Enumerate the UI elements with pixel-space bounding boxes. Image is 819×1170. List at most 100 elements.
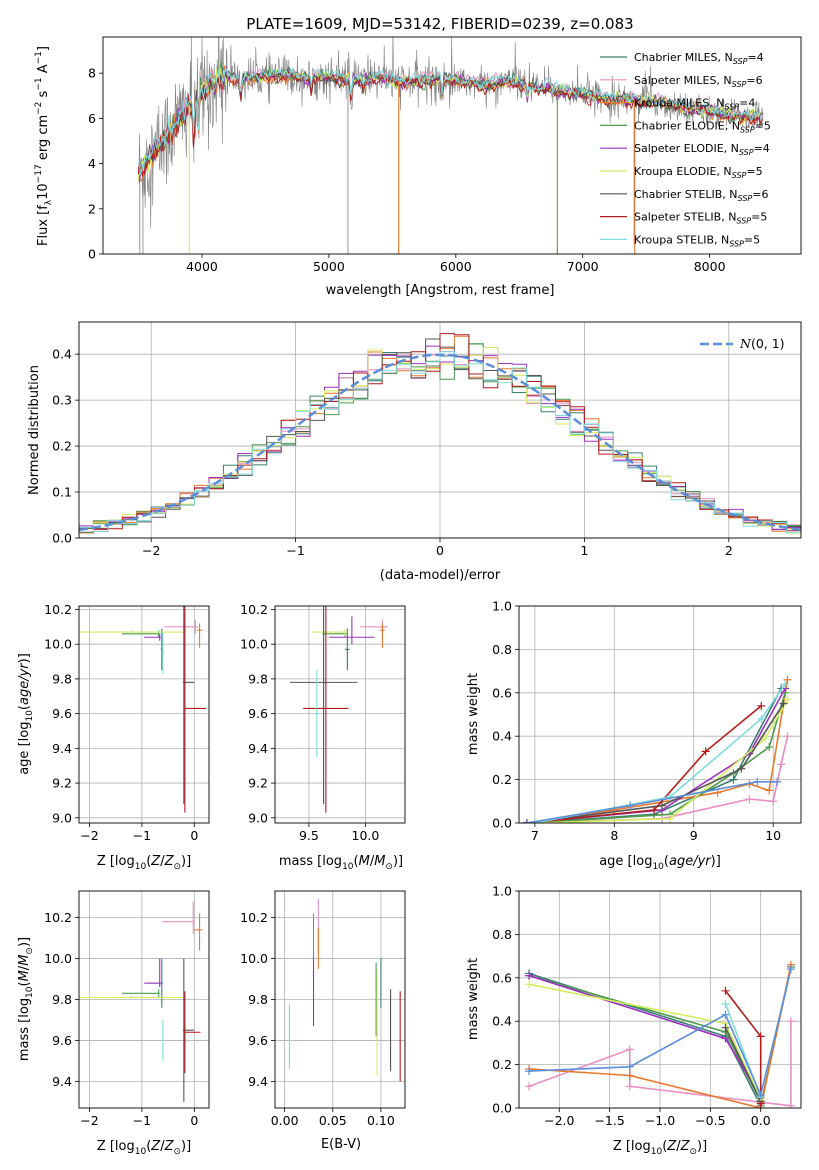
weight-marker bbox=[625, 1045, 634, 1054]
x-tick-label: 0 bbox=[190, 1113, 198, 1128]
legend-label: Chabrier MILES, NSSP=4 bbox=[634, 51, 764, 66]
y-tick-label: 9.8 bbox=[52, 992, 72, 1007]
x-tick-label: 2 bbox=[725, 543, 733, 558]
y-tick-label: 0.8 bbox=[492, 642, 512, 657]
weight-marker bbox=[657, 801, 666, 810]
weight-marker bbox=[721, 999, 730, 1008]
weight-marker bbox=[721, 1034, 730, 1043]
axis-decorations: −2.0 −1.5 −1.0 −0.5 0.0 0.0 0.2 0.4 0.6 0.8 1.0 Z [… bbox=[466, 884, 802, 1157]
y-tick-label: 10.0 bbox=[240, 637, 268, 652]
y-tick-label: 9.4 bbox=[52, 741, 72, 756]
y-tick-label: 9.4 bbox=[248, 741, 268, 756]
y-tick-label: 9.0 bbox=[248, 810, 268, 825]
histogram-line bbox=[79, 351, 801, 534]
weight-marker bbox=[756, 1032, 765, 1041]
y-tick-label: 0 bbox=[88, 247, 96, 262]
x-tick-label: −1.0 bbox=[645, 1113, 675, 1128]
figure-title: PLATE=1609, MJD=53142, FIBERID=0239, z=0… bbox=[246, 15, 633, 33]
weight-marker bbox=[525, 971, 534, 980]
legend-label: Chabrier STELIB, NSSP=6 bbox=[634, 188, 768, 203]
axes-frame bbox=[78, 605, 210, 824]
y-tick-label: 9.8 bbox=[248, 992, 268, 1007]
plot-area bbox=[79, 333, 801, 534]
y-tick-label: 0.6 bbox=[492, 970, 512, 985]
weight-marker bbox=[765, 786, 774, 795]
axes-frame bbox=[102, 36, 802, 255]
axis-decorations: 7 8 9 10 0.0 0.2 0.4 0.6 0.8 1.0 age [log10(age/yr… bbox=[466, 599, 802, 872]
axes-age-vs-Z: −2 −1 0 9.0 9.2 9.4 9.6 9.8 10.0 10.2 Z [log10(Z/Z… bbox=[17, 602, 210, 872]
x-tick-label: 1 bbox=[580, 543, 588, 558]
x-axis-label: mass [log10(M/M⊙)] bbox=[279, 854, 403, 872]
plot-area bbox=[522, 675, 792, 823]
weight-marker bbox=[737, 764, 746, 773]
weight-marker bbox=[625, 1071, 634, 1080]
weight-marker bbox=[721, 986, 730, 995]
x-tick-label: 7 bbox=[531, 828, 539, 843]
weight-marker bbox=[753, 777, 762, 786]
x-tick-label: 0.00 bbox=[271, 1113, 299, 1128]
weight-marker bbox=[786, 965, 795, 974]
x-tick-label: −1 bbox=[133, 828, 151, 843]
y-tick-label: 9.6 bbox=[248, 1033, 268, 1048]
y-tick-label: 9.2 bbox=[248, 776, 268, 791]
weight-marker bbox=[761, 734, 770, 743]
weight-marker bbox=[701, 747, 710, 756]
x-tick-label: −0.5 bbox=[695, 1113, 725, 1128]
weight-marker bbox=[525, 1067, 534, 1076]
histogram-legend: N(0, 1) bbox=[700, 336, 785, 351]
y-tick-label: 4 bbox=[88, 156, 96, 171]
weight-marker bbox=[756, 1090, 765, 1099]
weight-line bbox=[526, 679, 789, 823]
weight-marker bbox=[777, 760, 786, 769]
x-axis-label: Z [log10(Z/Z⊙)] bbox=[97, 854, 191, 872]
legend-label: Salpeter STELIB, NSSP=5 bbox=[634, 211, 767, 226]
weight-marker bbox=[781, 680, 790, 689]
plot-area bbox=[138, 37, 764, 254]
x-tick-label: −2 bbox=[80, 828, 98, 843]
legend-label: Kroupa ELODIE, NSSP=5 bbox=[634, 165, 763, 180]
y-tick-label: 9.8 bbox=[248, 671, 268, 686]
weight-line bbox=[526, 705, 762, 823]
x-tick-label: −1.5 bbox=[594, 1113, 624, 1128]
y-axis-label: Flux [fλ10−17 erg cm−2 s−1 A−1] bbox=[34, 46, 54, 246]
y-tick-label: 9.4 bbox=[52, 1074, 72, 1089]
y-tick-label: 0.2 bbox=[492, 1057, 512, 1072]
x-tick-label: 10 bbox=[765, 828, 781, 843]
weight-marker bbox=[721, 1023, 730, 1032]
weight-marker bbox=[650, 805, 659, 814]
spectrum-legend: Chabrier MILES, NSSP=4 Salpeter MILES, NS… bbox=[600, 51, 771, 248]
y-tick-label: 0.0 bbox=[492, 1101, 512, 1116]
y-tick-label: 9.6 bbox=[52, 1033, 72, 1048]
x-tick-label: 7000 bbox=[567, 259, 599, 274]
x-tick-label: 0 bbox=[190, 828, 198, 843]
legend-label: Salpeter MILES, NSSP=6 bbox=[634, 74, 763, 89]
plot-area bbox=[289, 606, 389, 813]
y-tick-label: 2 bbox=[88, 201, 96, 216]
weight-marker bbox=[769, 797, 778, 806]
y-tick-label: 0.8 bbox=[492, 927, 512, 942]
y-tick-label: 6 bbox=[88, 111, 96, 126]
x-tick-label: −2 bbox=[142, 543, 160, 558]
weight-marker bbox=[522, 819, 531, 823]
y-tick-label: 10.0 bbox=[240, 951, 268, 966]
weight-marker bbox=[626, 801, 635, 810]
x-tick-label: 5000 bbox=[313, 259, 345, 274]
x-tick-label: 4000 bbox=[186, 259, 218, 274]
weight-line bbox=[534, 698, 789, 823]
weight-marker bbox=[525, 980, 534, 989]
axes-residuals: −2 −1 0 1 2 0.0 0.1 0.2 0.3 0.4 N(0, 1) (data-model… bbox=[27, 321, 802, 583]
x-tick-label: 9 bbox=[690, 828, 698, 843]
y-tick-label: 9.6 bbox=[52, 706, 72, 721]
axis-decorations: −2 −1 0 9.4 9.6 9.8 10.0 10.2 Z [log10(Z/Z⊙)] mas… bbox=[17, 890, 210, 1157]
x-axis-label: Z [log10(Z/Z⊙)] bbox=[613, 1139, 707, 1157]
x-tick-label: 6000 bbox=[440, 259, 472, 274]
weight-marker bbox=[625, 1082, 634, 1091]
axis-decorations: 0.00 0.05 0.10 9.4 9.6 9.8 10.0 10.2 E(B-V) bbox=[240, 890, 406, 1152]
weight-marker bbox=[779, 699, 788, 708]
x-tick-label: 0.0 bbox=[751, 1113, 771, 1128]
y-axis-label: mass [log10(M/M⊙)] bbox=[17, 937, 35, 1061]
legend-label: Kroupa MILES, NSSP=4 bbox=[634, 97, 755, 112]
plot-area bbox=[79, 606, 206, 813]
axes-frame bbox=[518, 605, 802, 824]
y-tick-label: 9.0 bbox=[52, 810, 72, 825]
